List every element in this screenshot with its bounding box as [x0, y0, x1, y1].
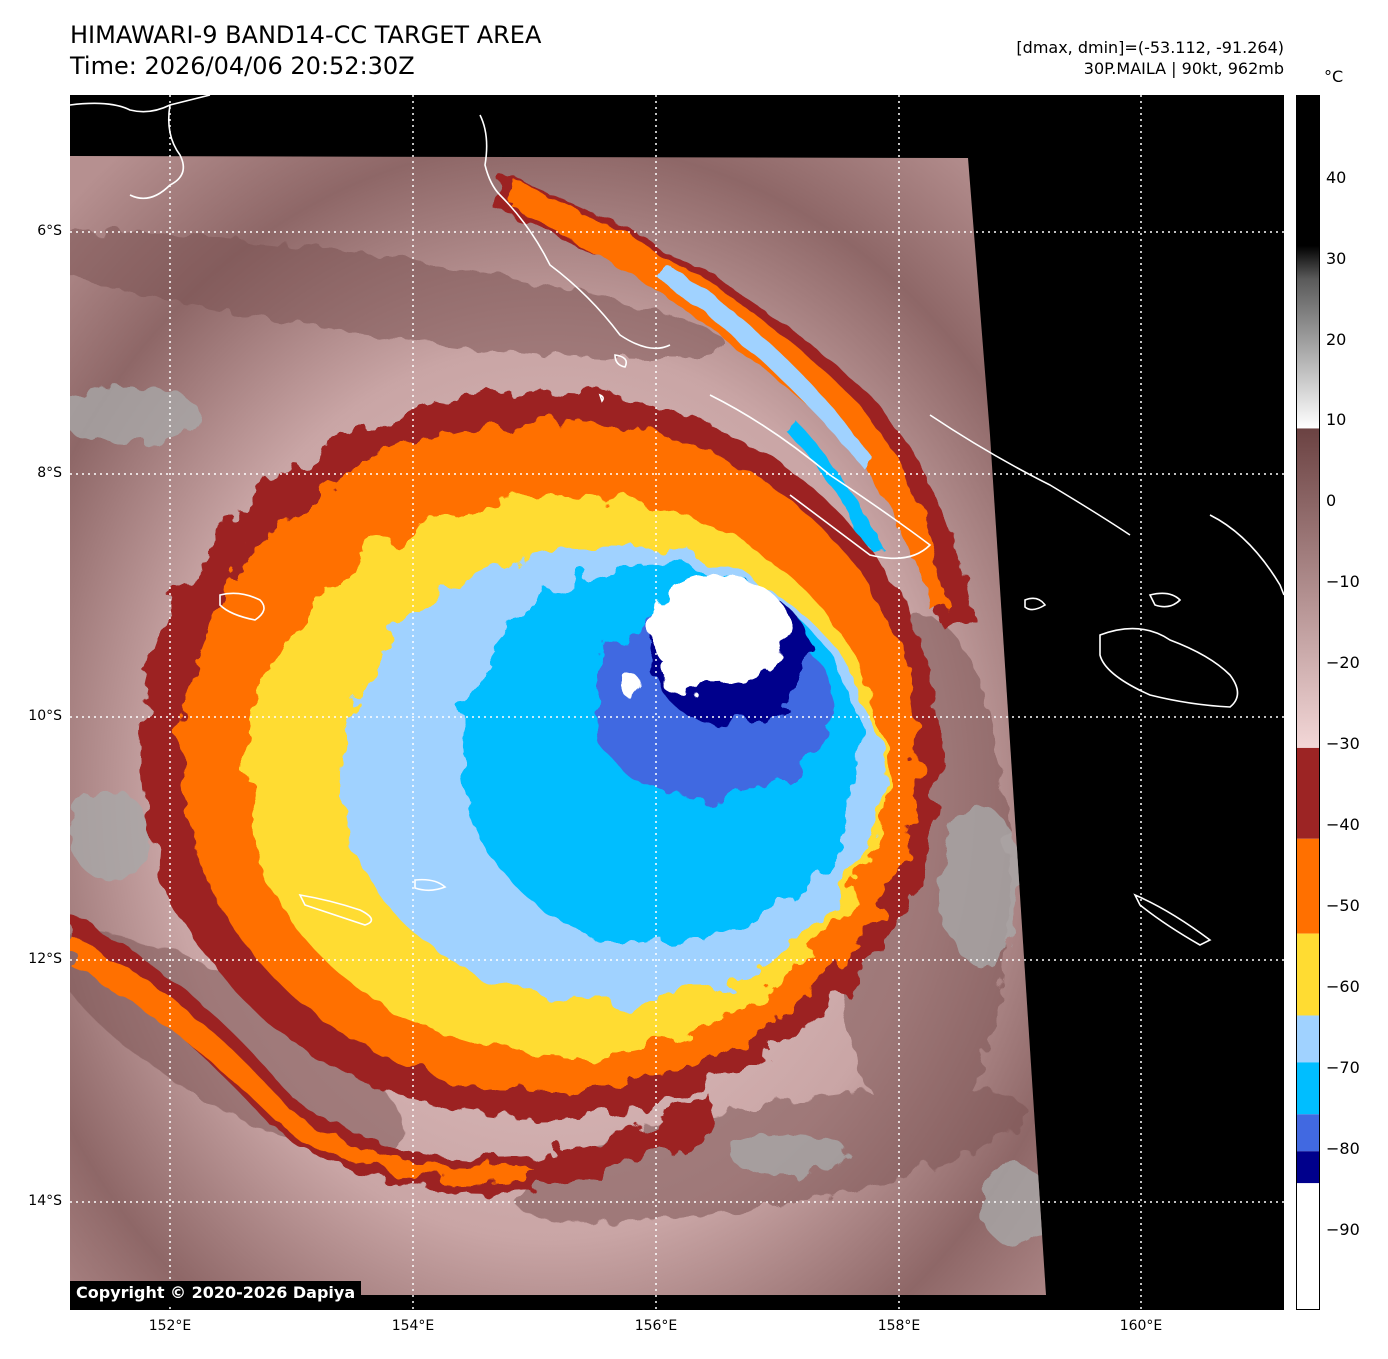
lon-label-156e: 156°E [634, 1318, 678, 1334]
colorbar-yellow-segment [1297, 933, 1319, 1016]
lat-label-14s: 14°S [28, 1193, 62, 1209]
lon-label-152e: 152°E [148, 1318, 192, 1334]
storm-info: 30P.MAILA | 90kt, 962mb [1083, 59, 1284, 78]
satellite-image [70, 95, 1284, 1310]
colorbar-tick: 30 [1326, 249, 1347, 268]
colorbar-tick: −20 [1326, 653, 1360, 672]
colorbar-tick: −70 [1326, 1058, 1360, 1077]
temperature-range: [dmax, dmin]=(-53.112, -91.264) [1016, 38, 1284, 57]
colorbar-tick: −50 [1326, 896, 1360, 915]
colorbar-dark-red-segment [1297, 747, 1319, 839]
lon-label-154e: 154°E [391, 1318, 435, 1334]
colorbar-white-segment [1297, 1183, 1319, 1309]
colorbar-tick: −90 [1326, 1220, 1360, 1239]
colorbar-tick: −40 [1326, 815, 1360, 834]
lon-label-158e: 158°E [877, 1318, 921, 1334]
colorbar-warm-segment [1297, 96, 1319, 429]
colorbar-tick: 40 [1326, 168, 1347, 187]
colorbar-tick: −10 [1326, 572, 1360, 591]
timestamp: Time: 2026/04/06 20:52:30Z [70, 52, 415, 80]
lon-label-160e: 160°E [1119, 1318, 1163, 1334]
copyright-label: Copyright © 2020-2026 Dapiya [70, 1281, 362, 1305]
lat-label-6s: 6°S [37, 223, 62, 239]
colorbar-tick: 20 [1326, 330, 1347, 349]
colorbar-cyan-segment [1297, 1062, 1319, 1115]
colorbar-tick: −80 [1326, 1139, 1360, 1158]
colorbar-unit: °C [1324, 67, 1344, 86]
colorbar-tick: −60 [1326, 977, 1360, 996]
colorbar-orange-segment [1297, 838, 1319, 934]
colorbar-tick: −30 [1326, 734, 1360, 753]
colorbar-tick: 10 [1326, 410, 1347, 429]
lat-label-12s: 12°S [28, 951, 62, 967]
lat-label-10s: 10°S [28, 708, 62, 724]
cloud-top-imagery [70, 156, 1046, 1295]
colorbar-tick: 0 [1326, 491, 1337, 510]
colorbar [1296, 95, 1320, 1310]
map-title: HIMAWARI-9 BAND14-CC TARGET AREA [70, 21, 542, 49]
colorbar-light-blue-segment [1297, 1015, 1319, 1063]
colorbar-royal-blue-segment [1297, 1114, 1319, 1152]
colorbar-navy-segment [1297, 1151, 1319, 1184]
colorbar-mid-segment [1297, 428, 1319, 748]
lat-label-8s: 8°S [37, 465, 62, 481]
satellite-map [70, 95, 1284, 1310]
graticule [70, 95, 1284, 1310]
